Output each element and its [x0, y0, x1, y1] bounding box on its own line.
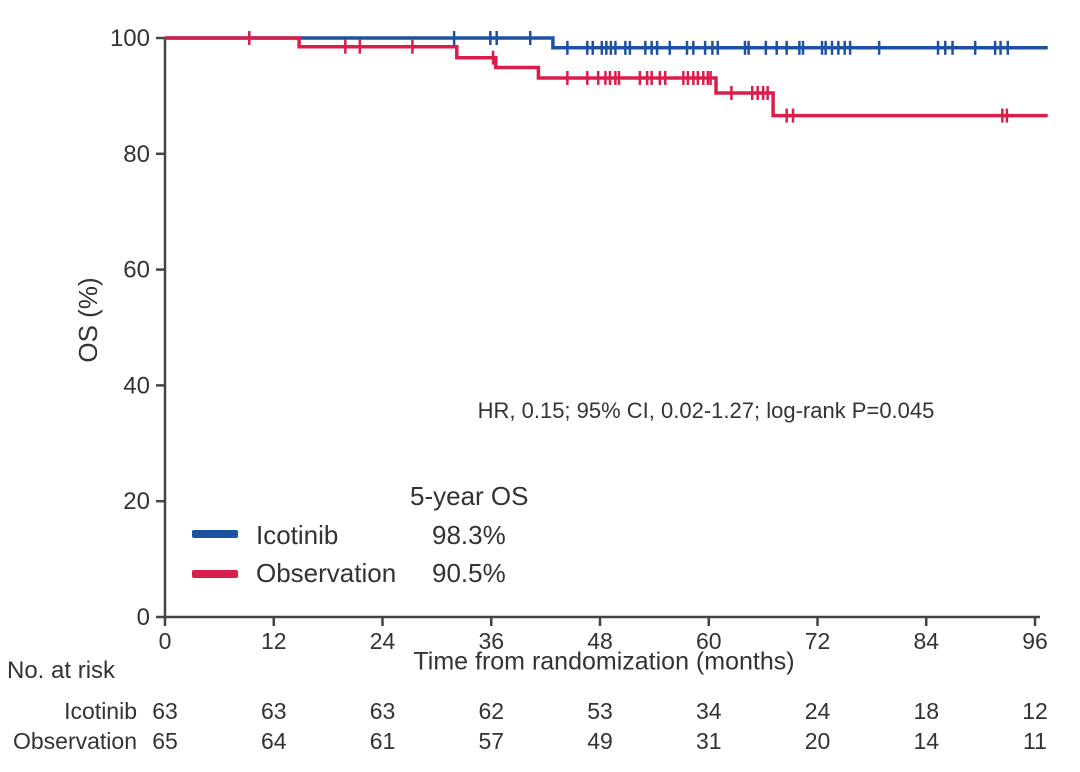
at-risk-count: 31 — [696, 728, 722, 754]
x-tick-label: 24 — [370, 628, 396, 654]
at-risk-count: 63 — [152, 698, 178, 724]
at-risk-count: 65 — [152, 728, 178, 754]
at-risk-count: 61 — [370, 728, 396, 754]
legend-item-value: 90.5% — [432, 558, 506, 588]
at-risk-row-label-observation: Observation — [12, 728, 137, 754]
at-risk-count: 11 — [1023, 728, 1047, 754]
legend-item-label: Icotinib — [256, 520, 339, 550]
icotinib-line-swatch — [192, 530, 238, 538]
stats-annotation: HR, 0.15; 95% CI, 0.02-1.27; log-rank P=… — [477, 398, 935, 423]
at-risk-count: 63 — [370, 698, 396, 724]
y-tick-label: 0 — [137, 604, 150, 631]
x-tick-label: 72 — [805, 628, 831, 654]
y-tick-label: 100 — [110, 25, 150, 52]
x-tick-label: 12 — [261, 628, 287, 654]
at-risk-count: 63 — [261, 698, 287, 724]
at-risk-row-label-icotinib: Icotinib — [64, 698, 137, 724]
x-tick-label: 60 — [696, 628, 722, 654]
legend-item-label: Observation — [256, 558, 397, 588]
at-risk-count: 53 — [587, 698, 613, 724]
y-tick-label: 20 — [123, 488, 150, 515]
at-risk-count: 18 — [913, 698, 939, 724]
y-axis-label: OS (%) — [73, 277, 103, 363]
legend-item-value: 98.3% — [432, 520, 506, 550]
x-tick-label: 0 — [159, 628, 172, 654]
at-risk-count: 57 — [478, 728, 504, 754]
at-risk-count: 49 — [587, 728, 613, 754]
at-risk-count: 24 — [805, 698, 831, 724]
x-tick-label: 96 — [1022, 628, 1048, 654]
at-risk-count: 34 — [696, 698, 722, 724]
x-tick-label: 36 — [478, 628, 504, 654]
x-tick-label: 48 — [587, 628, 613, 654]
y-tick-label: 80 — [123, 141, 150, 168]
legend-header: 5-year OS — [410, 481, 529, 511]
at-risk-count: 12 — [1022, 698, 1048, 724]
x-tick-label: 84 — [913, 628, 939, 654]
y-tick-label: 60 — [123, 257, 150, 284]
x-axis-label: Time from randomization (months) — [413, 647, 795, 676]
observation-line-swatch — [192, 570, 238, 578]
at-risk-title: No. at risk — [7, 657, 116, 684]
at-risk-count: 20 — [805, 728, 831, 754]
at-risk-count: 64 — [261, 728, 287, 754]
at-risk-count: 62 — [478, 698, 504, 724]
y-tick-label: 40 — [123, 372, 150, 399]
at-risk-count: 14 — [913, 728, 939, 754]
